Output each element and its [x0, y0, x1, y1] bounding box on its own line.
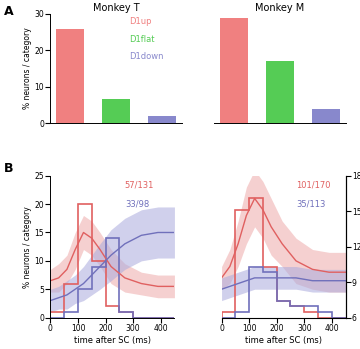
Text: D1flat: D1flat [129, 35, 155, 44]
Bar [266, 61, 294, 123]
Title: Monkey M: Monkey M [255, 3, 305, 13]
Text: D1down: D1down [129, 52, 163, 61]
Bar [312, 109, 339, 123]
Text: 33/98: 33/98 [125, 200, 149, 209]
Text: A: A [4, 5, 13, 18]
X-axis label: time after SC (ms): time after SC (ms) [74, 336, 151, 344]
Bar [220, 17, 248, 123]
X-axis label: time after SC (ms): time after SC (ms) [245, 336, 322, 344]
Text: 35/113: 35/113 [296, 200, 325, 209]
Text: 101/170: 101/170 [296, 180, 330, 189]
Text: B: B [4, 162, 13, 175]
Text: D1up: D1up [129, 17, 152, 26]
Y-axis label: % neurons / category: % neurons / category [23, 28, 32, 109]
Title: Monkey T: Monkey T [93, 3, 139, 13]
Bar [57, 29, 84, 123]
Bar [102, 99, 130, 123]
Bar [148, 116, 176, 123]
Y-axis label: % neurons / category: % neurons / category [23, 206, 32, 288]
Text: 57/131: 57/131 [125, 180, 154, 189]
